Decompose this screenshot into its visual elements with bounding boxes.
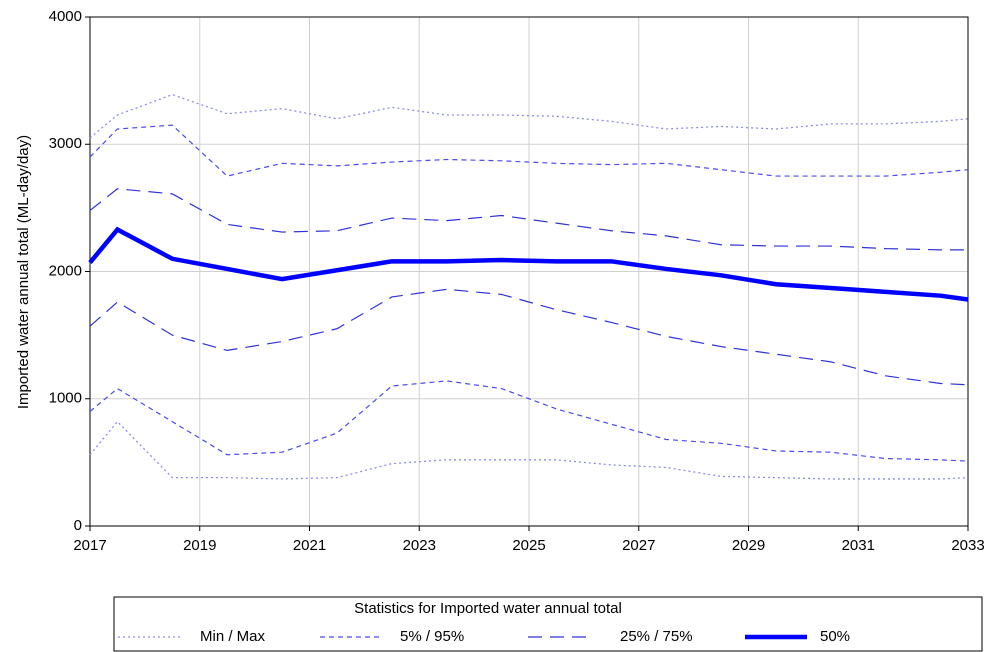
plot-frame xyxy=(89,16,969,527)
x-tick-label: 2019 xyxy=(183,537,216,554)
series-line xyxy=(89,288,969,386)
x-tick-label: 2029 xyxy=(732,537,765,554)
x-tick-label: 2025 xyxy=(512,537,545,554)
x-tick-label: 2021 xyxy=(293,537,326,554)
legend-label: Min / Max xyxy=(200,628,266,645)
legend-label: 25% / 75% xyxy=(620,628,693,645)
y-axis-label: Imported water annual total (ML-day/day) xyxy=(15,135,32,409)
x-tick-label: 2023 xyxy=(403,537,436,554)
series-line xyxy=(89,124,969,177)
series-line xyxy=(89,380,969,462)
series-line xyxy=(89,420,969,480)
series-line xyxy=(88,226,969,302)
legend-box xyxy=(113,596,983,652)
legend-label: 5% / 95% xyxy=(400,628,464,645)
y-tick-label: 4000 xyxy=(49,8,82,25)
x-tick-label: 2033 xyxy=(951,537,984,554)
legend-label: 50% xyxy=(820,628,850,645)
y-tick-label: 3000 xyxy=(49,135,82,152)
x-tick-label: 2027 xyxy=(622,537,655,554)
y-tick-label: 1000 xyxy=(49,390,82,407)
y-tick-label: 0 xyxy=(74,517,82,534)
legend-title: Statistics for Imported water annual tot… xyxy=(354,600,622,617)
series-line xyxy=(89,188,968,251)
x-tick-label: 2017 xyxy=(73,537,106,554)
y-tick-label: 2000 xyxy=(49,262,82,279)
x-tick-label: 2031 xyxy=(842,537,875,554)
